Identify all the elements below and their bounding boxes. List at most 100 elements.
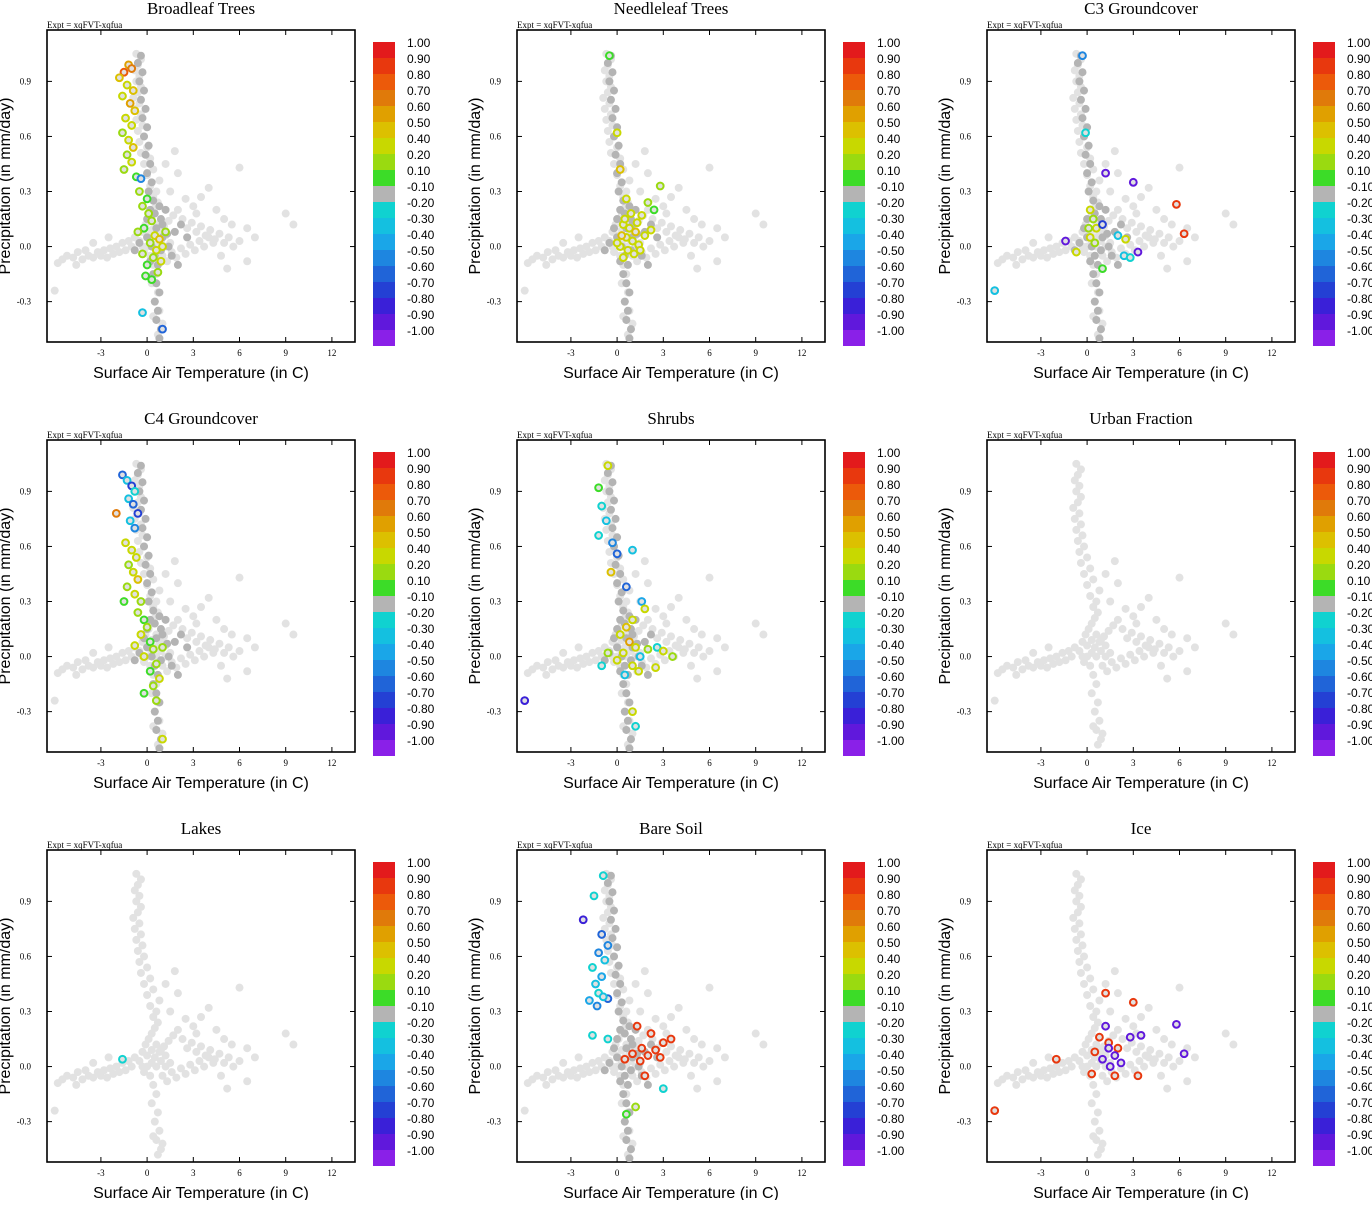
data-point <box>1098 220 1107 229</box>
background-point <box>651 1069 660 1078</box>
colorbar-swatch <box>1313 532 1335 548</box>
background-point <box>133 536 142 545</box>
background-point <box>569 1066 578 1075</box>
background-point <box>646 244 655 253</box>
background-point <box>204 233 213 242</box>
background-point <box>679 238 688 247</box>
colorbar-label: 0.70 <box>1347 84 1371 98</box>
background-point <box>187 218 196 227</box>
background-point <box>192 227 201 236</box>
background-point <box>685 639 694 648</box>
background-point <box>1175 237 1184 246</box>
neutral-point <box>628 630 637 639</box>
data-point <box>588 963 597 972</box>
neutral-point <box>1101 205 1110 214</box>
neutral-point <box>147 652 156 661</box>
neutral-point <box>1092 279 1101 288</box>
data-point <box>597 661 607 671</box>
data-point <box>612 128 622 138</box>
background-point <box>1039 246 1048 255</box>
colorbar-swatch <box>1313 1118 1335 1134</box>
colorbar-label: 0.80 <box>877 68 901 82</box>
x-axis-label: Surface Air Temperature (in C) <box>563 775 779 792</box>
background-point <box>53 259 62 268</box>
colorbar-label: 0.80 <box>1347 888 1371 902</box>
neutral-point <box>167 251 176 260</box>
background-point <box>1121 1014 1130 1023</box>
colorbar: 1.000.900.800.700.600.500.400.200.10-0.1… <box>1313 446 1372 756</box>
background-point <box>690 238 699 247</box>
neutral-point <box>1096 246 1105 255</box>
neutral-point <box>610 634 619 643</box>
neutral-point <box>150 209 159 218</box>
background-point <box>1149 238 1158 247</box>
background-point <box>183 1044 192 1053</box>
neutral-point <box>183 233 192 242</box>
y-tick-label: 0.3 <box>20 1007 32 1017</box>
neutral-point <box>625 1154 634 1162</box>
background-point <box>634 1036 643 1045</box>
data-point <box>135 187 144 196</box>
y-tick-label: 0.9 <box>20 896 32 906</box>
background-point <box>539 253 548 262</box>
background-point <box>1098 661 1107 670</box>
background-point <box>73 248 82 257</box>
x-tick-label: 12 <box>797 1168 806 1178</box>
data-point <box>133 608 143 617</box>
background-point <box>694 233 703 242</box>
neutral-point <box>610 952 619 961</box>
background-point <box>1093 1150 1102 1159</box>
background-point <box>192 1047 201 1056</box>
background-point <box>600 104 609 113</box>
plot-frame <box>986 849 1296 1163</box>
neutral-point <box>1086 159 1095 168</box>
background-point <box>195 647 204 656</box>
background-point <box>155 1126 164 1135</box>
data-point <box>1085 232 1095 242</box>
colorbar-swatch <box>1313 452 1335 468</box>
colorbar-swatch <box>373 580 395 596</box>
background-point <box>1113 205 1122 214</box>
data-point <box>643 1051 653 1060</box>
background-point <box>682 205 691 214</box>
background-point <box>759 1040 768 1049</box>
x-tick-label: 6 <box>707 348 712 358</box>
data-point <box>652 642 662 652</box>
data-point <box>147 216 157 226</box>
x-tick-label: -3 <box>1037 1168 1045 1178</box>
neutral-point <box>614 961 623 970</box>
data-point <box>666 1034 676 1044</box>
colorbar-swatch <box>843 564 865 580</box>
data-point <box>128 86 138 95</box>
colorbar-label: 0.50 <box>877 526 901 540</box>
data-point <box>589 891 599 901</box>
background-point <box>104 643 113 652</box>
background-point <box>89 238 98 247</box>
background-point <box>1092 652 1101 661</box>
background-point <box>662 1047 671 1056</box>
background-point <box>289 1040 298 1049</box>
scatter-points <box>990 869 1238 1159</box>
background-point <box>166 187 175 196</box>
background-point <box>152 597 161 606</box>
background-point <box>181 1069 190 1078</box>
background-point <box>548 1075 557 1084</box>
background-point <box>181 249 190 258</box>
background-point <box>1101 569 1110 578</box>
data-point <box>127 545 137 555</box>
colorbar-label: 0.20 <box>877 968 901 982</box>
x-tick-label: 6 <box>237 348 242 358</box>
data-point <box>1113 231 1123 240</box>
data-point <box>640 604 650 614</box>
background-point <box>235 163 244 172</box>
background-point <box>1109 1031 1118 1040</box>
background-point <box>140 979 149 988</box>
background-point <box>1155 229 1164 238</box>
background-point <box>118 238 127 247</box>
y-tick-label: 0.0 <box>960 652 972 662</box>
colorbar-swatch <box>843 1038 865 1054</box>
y-axis-label: Precipitation (in mm/day) <box>937 98 954 275</box>
background-point <box>115 248 124 257</box>
background-point <box>132 869 141 878</box>
background-point <box>156 1057 165 1066</box>
